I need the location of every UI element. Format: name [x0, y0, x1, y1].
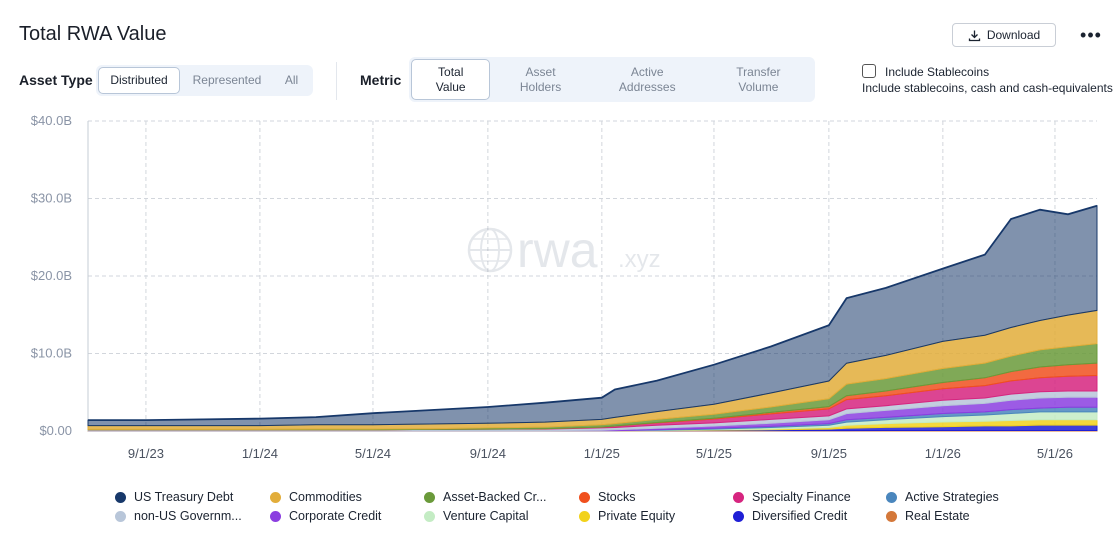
- watermark-text: rwa: [517, 222, 598, 278]
- asset-type-represented[interactable]: Represented: [192, 73, 262, 87]
- legend-item[interactable]: Stocks: [579, 490, 636, 504]
- legend-dot-icon: [115, 510, 126, 522]
- metric-selector: Total Value Asset Holders Active Address…: [409, 57, 815, 102]
- legend-item[interactable]: Asset-Backed Cr...: [424, 490, 547, 504]
- stacked-areas: [87, 204, 1098, 432]
- legend-dot-icon: [270, 510, 281, 522]
- asset-type-all[interactable]: All: [284, 73, 299, 87]
- legend-dot-icon: [886, 510, 897, 522]
- legend-item[interactable]: Venture Capital: [424, 509, 528, 523]
- x-tick-label: 9/1/24: [470, 446, 506, 461]
- y-tick-label: $40.0B: [31, 113, 72, 128]
- legend-label: Active Strategies: [905, 490, 999, 504]
- legend-label: Private Equity: [598, 509, 676, 523]
- legend-dot-icon: [579, 491, 590, 503]
- metric-asset-holders[interactable]: Asset Holders: [490, 59, 590, 100]
- download-label: Download: [986, 28, 1041, 42]
- download-button[interactable]: Download: [952, 23, 1056, 47]
- legend-item[interactable]: Real Estate: [886, 509, 970, 523]
- x-tick-label: 5/1/24: [355, 446, 391, 461]
- metric-option-line: Asset: [525, 64, 556, 79]
- rwa-watermark: rwa .xyz: [467, 222, 661, 278]
- legend-item[interactable]: Commodities: [270, 490, 362, 504]
- legend-dot-icon: [886, 491, 897, 503]
- legend-label: US Treasury Debt: [134, 490, 234, 504]
- x-tick-label: 1/1/25: [584, 446, 620, 461]
- include-stablecoins-label: Include Stablecoins: [885, 65, 990, 79]
- total-value-line: [88, 204, 1098, 421]
- legend-label: Stocks: [598, 490, 636, 504]
- legend-item[interactable]: Specialty Finance: [733, 490, 851, 504]
- x-tick-label: 9/1/25: [811, 446, 847, 461]
- legend-label: Diversified Credit: [752, 509, 848, 523]
- metric-option-line: Total: [438, 64, 464, 79]
- asset-type-selector: Distributed Represented All: [96, 65, 313, 96]
- rwa-value-chart[interactable]: rwa .xyz $0.00 $10.0B $20.0B $30.0B $40.0B 9…: [0, 105, 1120, 480]
- legend-label: non-US Governm...: [134, 509, 242, 523]
- legend-dot-icon: [115, 491, 126, 503]
- metric-total-value[interactable]: Total Value: [411, 59, 491, 100]
- legend-item[interactable]: Diversified Credit: [733, 509, 847, 523]
- x-tick-label: 5/1/25: [696, 446, 732, 461]
- legend-dot-icon: [733, 510, 744, 522]
- globe-icon: [467, 227, 513, 273]
- legend-item[interactable]: non-US Governm...: [115, 509, 242, 523]
- legend-label: Specialty Finance: [752, 490, 851, 504]
- legend-label: Commodities: [289, 490, 362, 504]
- page-title: Total RWA Value: [19, 23, 167, 45]
- legend-label: Venture Capital: [443, 509, 529, 523]
- metric-option-line: Holders: [519, 79, 562, 94]
- metric-option-line: Transfer: [736, 64, 781, 79]
- watermark-suffix: .xyz: [618, 246, 661, 273]
- x-tick-label: 9/1/23: [128, 446, 164, 461]
- metric-label: Metric: [360, 72, 402, 88]
- legend-label: Asset-Backed Cr...: [443, 490, 547, 504]
- controls-divider: [336, 62, 337, 100]
- x-tick-label: 5/1/26: [1037, 446, 1073, 461]
- legend-dot-icon: [733, 491, 744, 503]
- metric-active-addresses[interactable]: Active Addresses: [591, 59, 704, 100]
- x-tick-label: 1/1/26: [925, 446, 961, 461]
- download-icon: [968, 30, 980, 41]
- legend-item[interactable]: Private Equity: [579, 509, 675, 523]
- legend-label: Real Estate: [905, 509, 970, 523]
- y-tick-label: $30.0B: [31, 191, 72, 206]
- metric-option-line: Addresses: [618, 79, 676, 94]
- legend-dot-icon: [424, 491, 435, 503]
- y-axis: $0.00 $10.0B $20.0B $30.0B $40.0B: [31, 113, 72, 438]
- more-options-icon[interactable]: •••: [1080, 24, 1102, 45]
- y-tick-label: $0.00: [39, 423, 72, 438]
- legend-item[interactable]: Active Strategies: [886, 490, 999, 504]
- legend-item[interactable]: US Treasury Debt: [115, 490, 233, 504]
- metric-transfer-volume[interactable]: Transfer Volume: [704, 59, 813, 100]
- legend-label: Corporate Credit: [289, 509, 382, 523]
- asset-type-distributed[interactable]: Distributed: [98, 67, 180, 94]
- include-stablecoins-checkbox[interactable]: [862, 64, 876, 78]
- metric-option-line: Value: [435, 79, 466, 94]
- y-tick-label: $10.0B: [31, 346, 72, 361]
- legend-dot-icon: [424, 510, 435, 522]
- legend-dot-icon: [579, 510, 590, 522]
- asset-type-label: Asset Type: [19, 72, 93, 88]
- legend-dot-icon: [270, 491, 281, 503]
- y-tick-label: $20.0B: [31, 268, 72, 283]
- metric-option-line: Active: [630, 64, 664, 79]
- legend-item[interactable]: Corporate Credit: [270, 509, 381, 523]
- chart-legend: US Treasury Debt Commodities Asset-Backed …: [115, 490, 1115, 530]
- x-axis: 9/1/23 1/1/24 5/1/24 9/1/24 1/1/25 5/1/25 9/1/…: [128, 446, 1073, 461]
- include-stablecoins-description: Include stablecoins, cash and cash-equiv…: [862, 81, 1113, 95]
- metric-option-line: Volume: [738, 79, 779, 94]
- x-tick-label: 1/1/24: [242, 446, 278, 461]
